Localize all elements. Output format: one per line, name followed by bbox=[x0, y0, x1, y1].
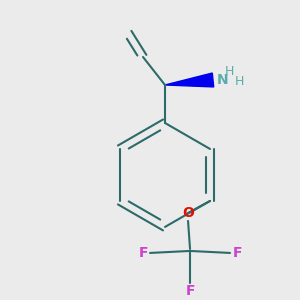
Polygon shape bbox=[165, 73, 214, 87]
Text: O: O bbox=[182, 206, 194, 220]
Text: H: H bbox=[225, 65, 234, 79]
Text: H: H bbox=[235, 76, 244, 88]
Text: F: F bbox=[232, 246, 242, 260]
Text: F: F bbox=[185, 284, 195, 298]
Text: N: N bbox=[217, 73, 229, 87]
Text: F: F bbox=[138, 246, 148, 260]
